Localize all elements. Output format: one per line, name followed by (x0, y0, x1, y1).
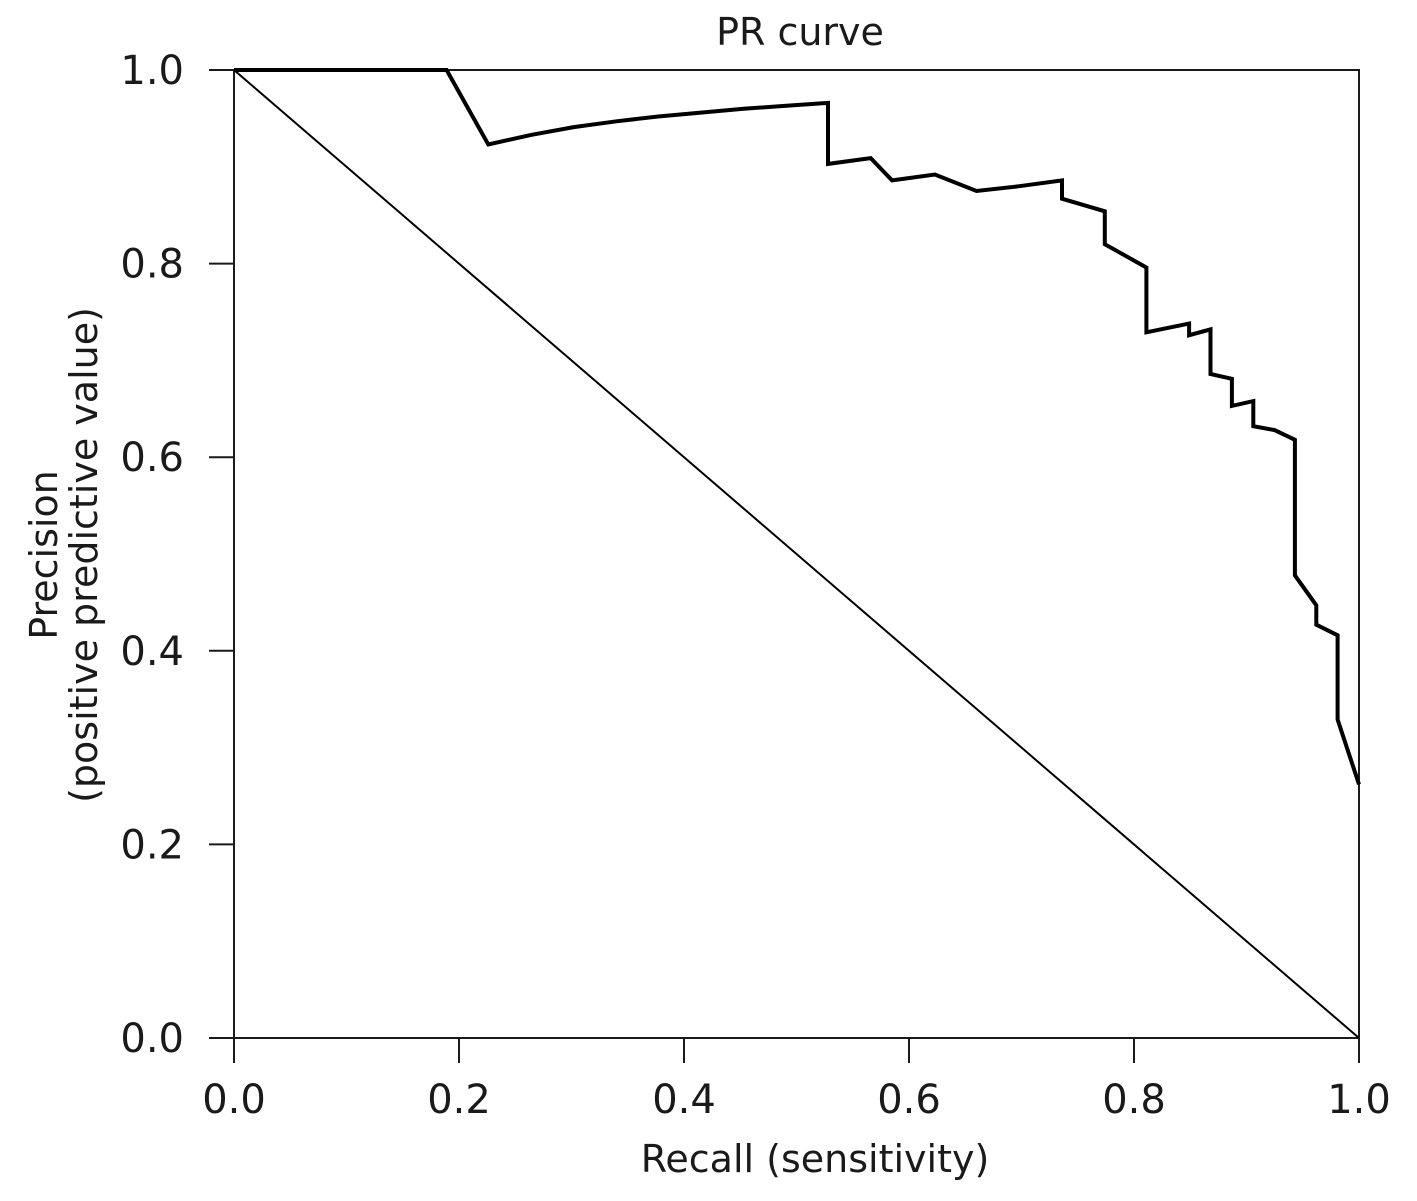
x-tick-label: 0.2 (427, 1077, 491, 1123)
plot-frame (233, 69, 1360, 1039)
x-tick-label: 1.0 (1327, 1077, 1391, 1123)
y-axis-label: Precision (positive predictive value) (22, 307, 106, 803)
series-layer (233, 68, 1361, 1039)
y-axis-label-line-2: (positive predictive value) (62, 307, 106, 803)
chart-title: PR curve (716, 10, 884, 54)
y-tick-label: 1.0 (120, 48, 184, 94)
pr-curve-line (234, 68, 1361, 786)
y-tick-label: 0.2 (120, 822, 184, 868)
y-tick-label: 0.8 (120, 242, 184, 288)
x-tick-label: 0.6 (877, 1077, 941, 1123)
y-tick-label: 0.0 (120, 1016, 184, 1062)
y-tick-label: 0.6 (120, 435, 184, 481)
x-tick-label: 0.8 (1102, 1077, 1166, 1123)
x-tick-label: 0.0 (202, 1077, 266, 1123)
y-axis: 0.0 0.2 0.4 0.6 0.8 1.0 (120, 48, 234, 1062)
x-axis-label: Recall (sensitivity) (641, 1137, 990, 1181)
y-axis-label-line-1: Precision (22, 470, 66, 640)
y-tick-label: 0.4 (120, 629, 184, 675)
x-tick-label: 0.4 (652, 1077, 716, 1123)
x-axis: 0.0 0.2 0.4 0.6 0.8 1.0 (202, 1038, 1391, 1123)
reference-diagonal-line (233, 69, 1360, 1039)
